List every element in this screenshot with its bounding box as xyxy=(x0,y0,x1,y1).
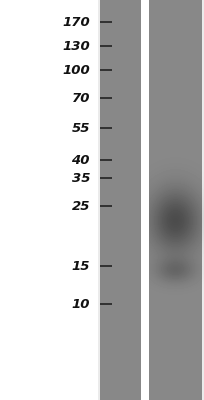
Text: 40: 40 xyxy=(71,154,90,166)
Text: 35: 35 xyxy=(71,172,90,184)
Text: 130: 130 xyxy=(62,40,90,52)
Text: 70: 70 xyxy=(71,92,90,104)
Text: 100: 100 xyxy=(62,64,90,76)
Text: 15: 15 xyxy=(71,260,90,272)
Text: 170: 170 xyxy=(62,16,90,28)
Text: 25: 25 xyxy=(71,200,90,212)
Text: 10: 10 xyxy=(71,298,90,310)
Text: 55: 55 xyxy=(71,122,90,134)
